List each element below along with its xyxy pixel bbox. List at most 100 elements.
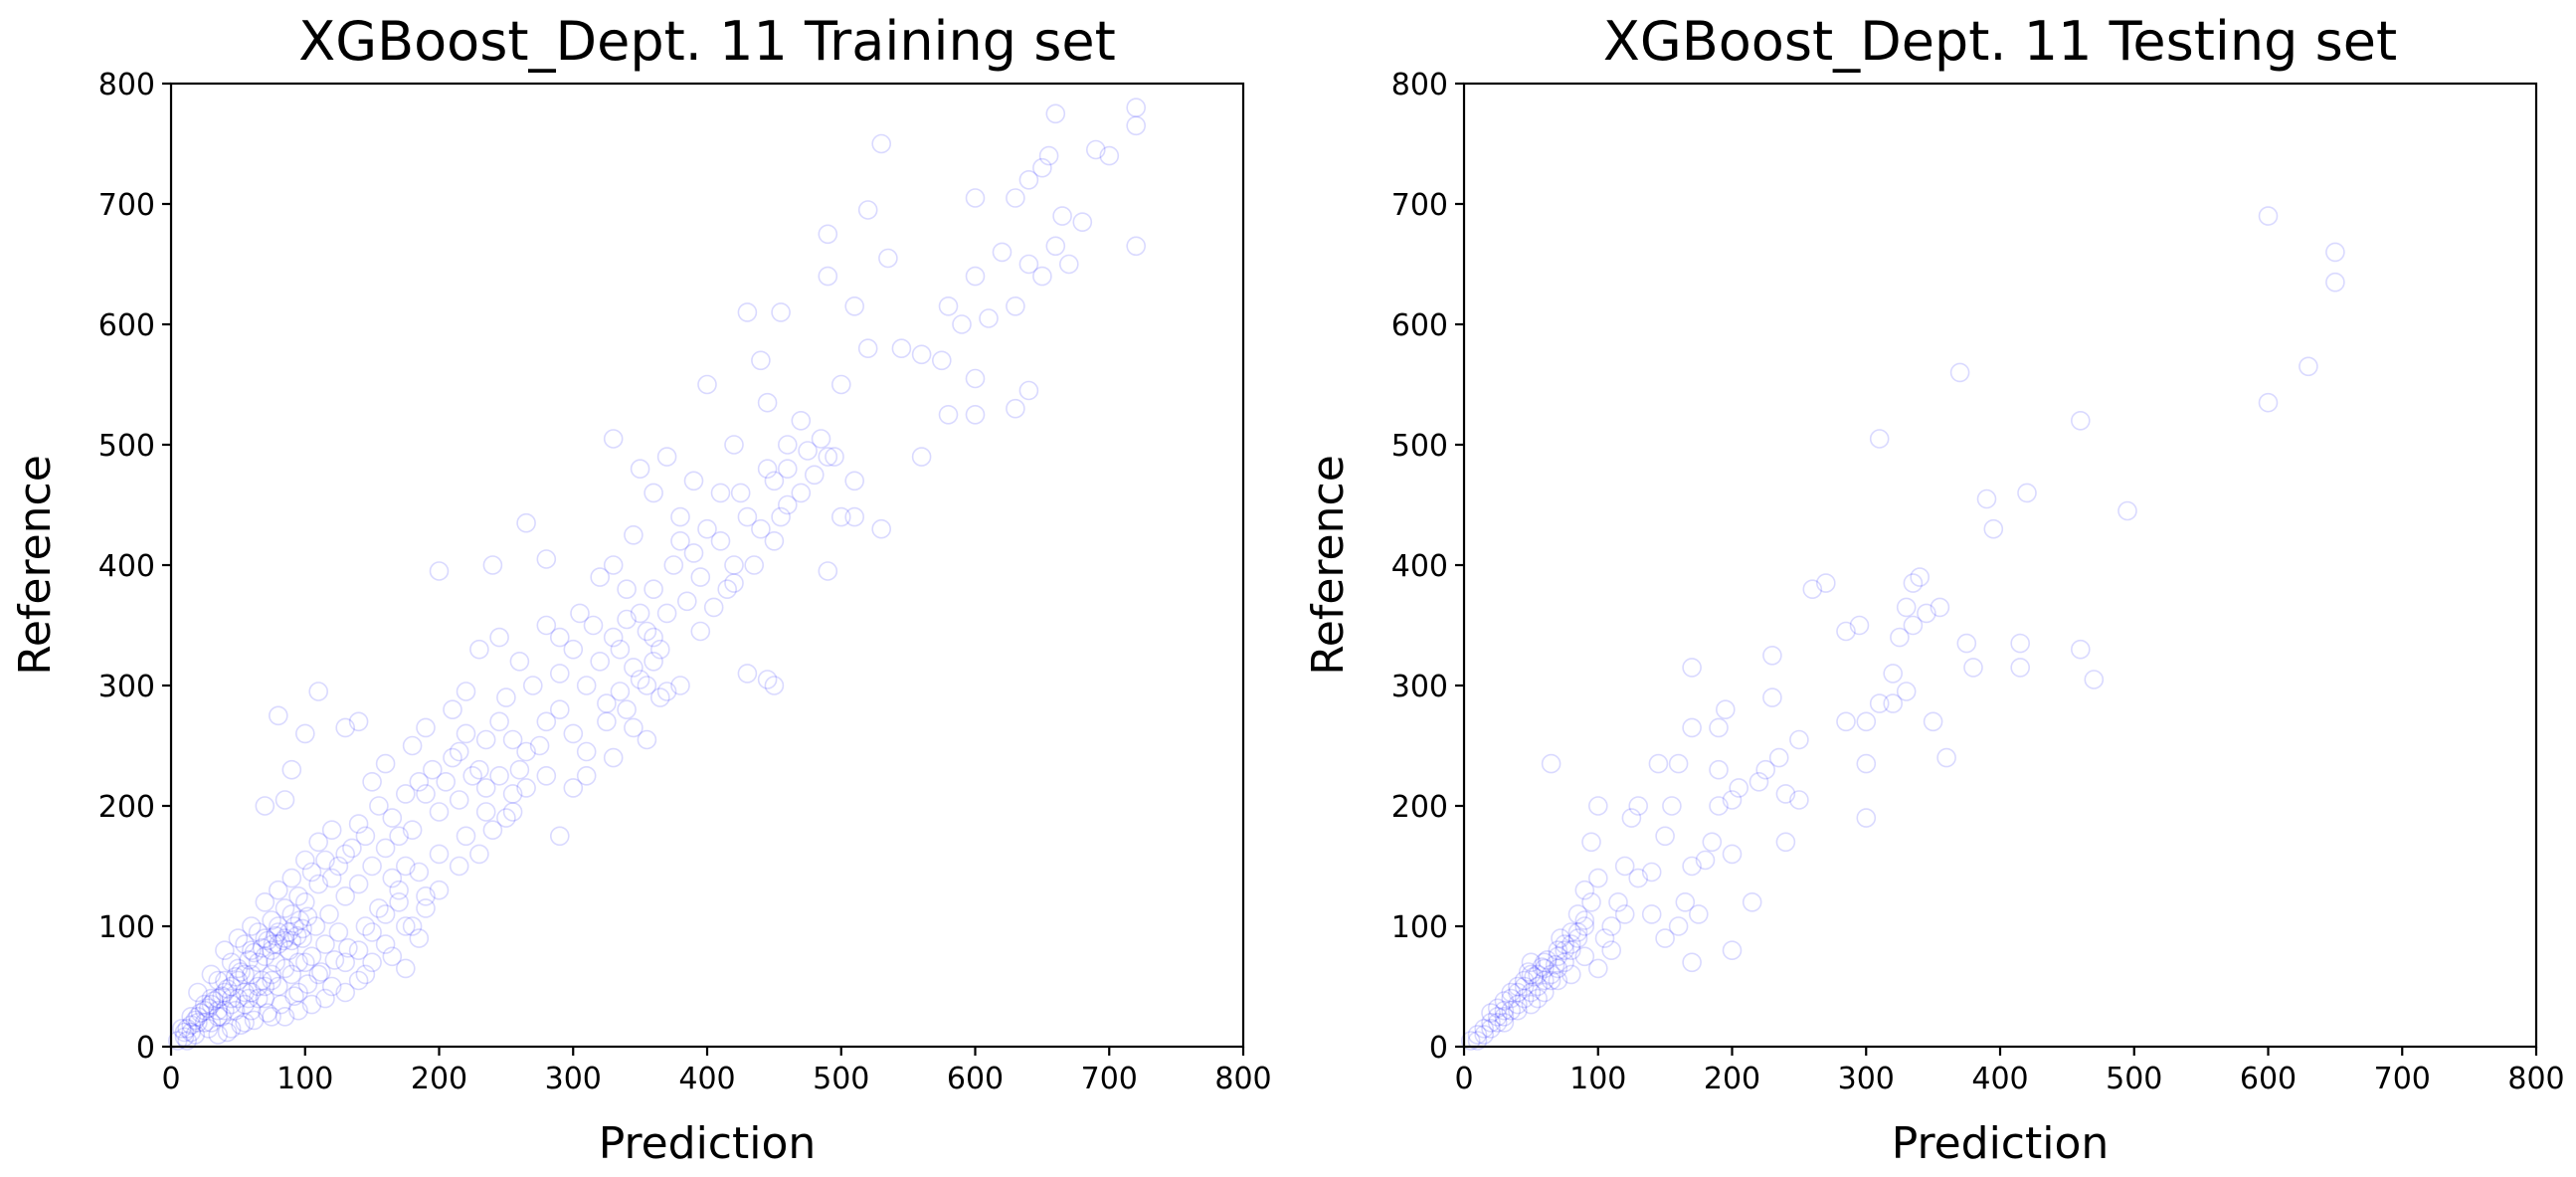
- data-point: [275, 790, 295, 810]
- data-point: [516, 512, 536, 533]
- data-point: [830, 506, 851, 527]
- data-point: [2071, 410, 2091, 431]
- data-point: [683, 471, 704, 491]
- data-point: [258, 930, 277, 951]
- data-point: [697, 374, 717, 395]
- data-point: [228, 928, 249, 948]
- data-point: [857, 200, 878, 220]
- data-point: [221, 1019, 242, 1039]
- data-point: [429, 561, 450, 581]
- data-point: [825, 447, 844, 467]
- data-point: [1655, 928, 1675, 948]
- data-point: [262, 1006, 281, 1027]
- data-point: [644, 579, 663, 600]
- data-point: [275, 928, 295, 948]
- data-point: [857, 338, 878, 359]
- data-point: [201, 1013, 222, 1033]
- data-point: [375, 904, 396, 924]
- data-point: [255, 976, 276, 997]
- data-point: [1494, 991, 1515, 1011]
- data-point: [266, 925, 285, 946]
- data-point: [1567, 928, 1588, 948]
- y-tick-label: 800: [98, 68, 155, 102]
- data-point: [804, 465, 825, 486]
- data-point: [630, 459, 650, 480]
- data-point: [1501, 1000, 1521, 1021]
- data-point: [177, 1019, 197, 1039]
- data-point: [348, 711, 369, 732]
- data-point: [624, 658, 644, 678]
- data-point: [1555, 952, 1574, 973]
- data-point: [1467, 1025, 1488, 1045]
- data-point: [744, 555, 765, 575]
- data-point: [771, 302, 791, 322]
- data-point: [690, 567, 711, 587]
- data-point: [1668, 753, 1689, 774]
- data-point: [294, 891, 315, 912]
- chart-title: XGBoost_Dept. 11 Training set: [298, 10, 1116, 73]
- data-point: [208, 1025, 228, 1045]
- data-point: [355, 964, 376, 985]
- data-point: [777, 459, 798, 480]
- data-point: [1467, 1031, 1488, 1051]
- data-point: [275, 898, 295, 918]
- data-point: [239, 988, 259, 1009]
- scatter-points: [167, 98, 1146, 1051]
- data-point: [297, 974, 318, 994]
- data-point: [637, 676, 657, 695]
- x-tick-label: 800: [1214, 1062, 1271, 1096]
- data-point: [656, 447, 677, 467]
- data-point: [1601, 940, 1621, 961]
- data-point: [268, 976, 288, 997]
- data-point: [382, 946, 403, 967]
- data-point: [1775, 784, 1796, 804]
- data-point: [830, 374, 851, 395]
- data-point: [395, 958, 416, 979]
- x-tick-label: 700: [2374, 1062, 2431, 1096]
- data-point: [231, 1015, 251, 1035]
- data-point: [315, 850, 335, 871]
- data-point: [1588, 796, 1608, 816]
- data-point: [1762, 645, 1782, 666]
- data-point: [416, 898, 436, 918]
- data-point: [771, 506, 791, 527]
- data-point: [1481, 1003, 1501, 1023]
- x-tick-label: 100: [1569, 1062, 1626, 1096]
- data-point: [1574, 880, 1595, 900]
- data-point: [1072, 212, 1093, 232]
- data-point: [208, 1006, 228, 1027]
- data-point: [737, 506, 758, 527]
- data-point: [328, 856, 349, 877]
- data-point: [1689, 904, 1709, 924]
- data-point: [791, 410, 812, 431]
- data-point: [1528, 964, 1548, 985]
- data-point: [965, 404, 986, 425]
- data-point: [1789, 790, 1809, 810]
- data-point: [1508, 994, 1528, 1015]
- data-point: [656, 682, 677, 701]
- data-point: [1562, 964, 1581, 985]
- data-point: [844, 295, 865, 316]
- data-point: [1514, 976, 1535, 997]
- data-point: [1501, 982, 1521, 1003]
- data-point: [737, 302, 758, 322]
- data-point: [938, 295, 959, 316]
- data-point: [791, 483, 812, 503]
- data-point: [1551, 928, 1570, 948]
- data-point: [509, 651, 530, 672]
- data-point: [281, 868, 302, 888]
- data-point: [496, 808, 516, 828]
- data-point: [198, 998, 219, 1019]
- data-point: [335, 952, 356, 973]
- data-point: [242, 1000, 262, 1021]
- data-point: [617, 579, 637, 600]
- x-tick-label: 100: [276, 1062, 333, 1096]
- data-point: [255, 988, 276, 1009]
- data-point: [375, 753, 396, 774]
- data-point: [335, 844, 356, 865]
- data-point: [1574, 916, 1595, 936]
- y-tick-label: 200: [98, 790, 155, 825]
- data-point: [443, 699, 462, 720]
- data-point: [1917, 603, 1936, 624]
- data-point: [649, 687, 670, 707]
